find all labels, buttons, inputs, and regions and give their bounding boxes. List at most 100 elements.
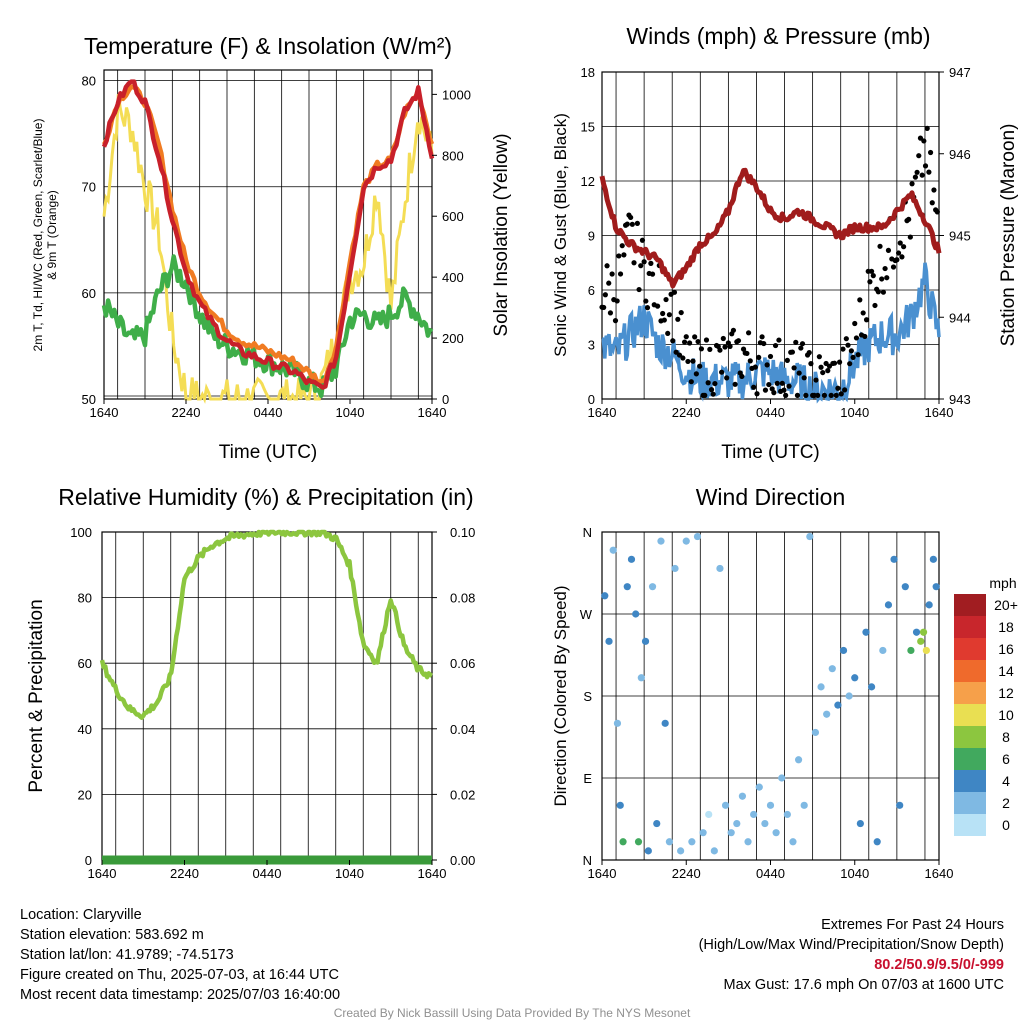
direction-point <box>761 819 769 828</box>
gust-point <box>607 310 614 316</box>
gust-point <box>624 221 630 227</box>
winds-xtick-label: 1640 <box>588 405 617 420</box>
direction-point <box>890 555 898 563</box>
gust-point <box>833 392 839 398</box>
winds-xtick-label: 2240 <box>672 405 701 420</box>
rh-y2tick-label: 0.08 <box>450 591 475 606</box>
rh-y2tick-label: 0.10 <box>450 525 475 540</box>
direction-point <box>834 701 842 709</box>
gust-point <box>772 342 779 349</box>
gust-point <box>831 360 838 366</box>
gust-point <box>617 271 624 277</box>
direction-point <box>839 646 848 655</box>
legend-title: mph <box>989 575 1016 591</box>
gust-point <box>774 380 780 386</box>
gust-point <box>678 309 684 316</box>
direction-point <box>912 628 921 636</box>
direction-point <box>616 801 624 809</box>
gust-point <box>688 379 694 385</box>
winds-xtick-label: 0440 <box>756 405 785 420</box>
gust-point <box>752 364 758 370</box>
dir-xtick-label: 0440 <box>756 866 785 881</box>
gust-point <box>929 200 935 206</box>
winds-ytick-label: 12 <box>581 174 595 189</box>
gust-point <box>705 380 711 386</box>
gust-point <box>735 338 742 344</box>
rh-ytick-label: 40 <box>78 722 92 737</box>
legend-label: 6 <box>1002 751 1010 767</box>
legend-swatch <box>954 594 986 616</box>
rh-panel-frame <box>101 531 433 861</box>
temp-2m-line <box>101 79 435 390</box>
gust-point <box>803 392 809 398</box>
gust-point <box>641 259 647 265</box>
gust-point <box>872 302 878 309</box>
gust-point <box>862 333 868 340</box>
gust-point <box>601 304 607 311</box>
gust-point <box>879 276 885 282</box>
temp-y2tick-label: 1000 <box>442 87 471 102</box>
direction-point <box>671 564 679 573</box>
gust-point <box>794 392 801 398</box>
direction-point <box>884 601 893 609</box>
gust-point <box>836 359 843 365</box>
legend-swatch <box>954 682 986 704</box>
direction-point <box>605 637 613 645</box>
gust-point <box>796 370 802 376</box>
direction-point <box>755 783 763 791</box>
legend-label: 12 <box>998 685 1014 701</box>
gust-point <box>628 214 634 221</box>
pressure-line <box>599 167 942 289</box>
gust-point <box>693 371 699 377</box>
direction-point <box>929 555 937 563</box>
gust-points <box>599 125 940 398</box>
gust-point <box>776 337 782 343</box>
direction-point <box>845 692 853 700</box>
direction-point <box>665 838 674 846</box>
winds-ytick-label: 3 <box>588 338 595 353</box>
insolation-line <box>102 93 434 404</box>
gust-point <box>675 316 681 322</box>
gust-point <box>927 149 934 156</box>
direction-point <box>710 847 718 855</box>
direction-point <box>688 838 696 846</box>
direction-point <box>661 719 669 727</box>
winds-y2tick-label: 945 <box>949 229 971 244</box>
gust-point <box>867 279 873 285</box>
winds-y2label: Station Pressure (Maroon) <box>998 124 1019 347</box>
legend-label: 2 <box>1002 795 1010 811</box>
gust-point <box>681 339 688 345</box>
gust-point <box>885 247 892 253</box>
gust-point <box>894 257 900 263</box>
legend-swatch <box>954 748 986 770</box>
direction-point <box>653 819 661 828</box>
direction-point <box>800 801 808 809</box>
sonic-wind-line <box>601 262 941 404</box>
gust-point <box>616 253 622 259</box>
legend-label: 14 <box>998 663 1014 679</box>
gust-point <box>825 367 831 374</box>
gust-point <box>655 303 661 309</box>
legend-swatch <box>954 814 986 836</box>
gust-point <box>739 373 745 380</box>
direction-point <box>609 546 617 554</box>
gust-point <box>916 153 922 159</box>
rh-line <box>99 529 433 720</box>
gust-point <box>660 310 666 317</box>
gust-point <box>848 348 854 354</box>
gust-point <box>727 343 733 349</box>
rh-y2tick-label: 0.02 <box>450 787 475 802</box>
winds-xlabel: Time (UTC) <box>721 442 820 463</box>
rh-title: Relative Humidity (%) & Precipitation (i… <box>58 484 473 510</box>
winds-y2tick-label: 944 <box>949 310 971 325</box>
dir-xtick-label: 1640 <box>588 866 617 881</box>
rh-xtick-label: 1640 <box>88 866 117 881</box>
gust-point <box>614 298 620 304</box>
extremes-title: Extremes For Past 24 Hours <box>821 917 1004 933</box>
gust-point <box>698 346 705 352</box>
gust-point <box>870 273 876 279</box>
gust-point <box>638 263 644 269</box>
winds-ytick-label: 9 <box>588 229 595 244</box>
gust-point <box>912 174 919 180</box>
dewpoint-line <box>101 254 434 399</box>
